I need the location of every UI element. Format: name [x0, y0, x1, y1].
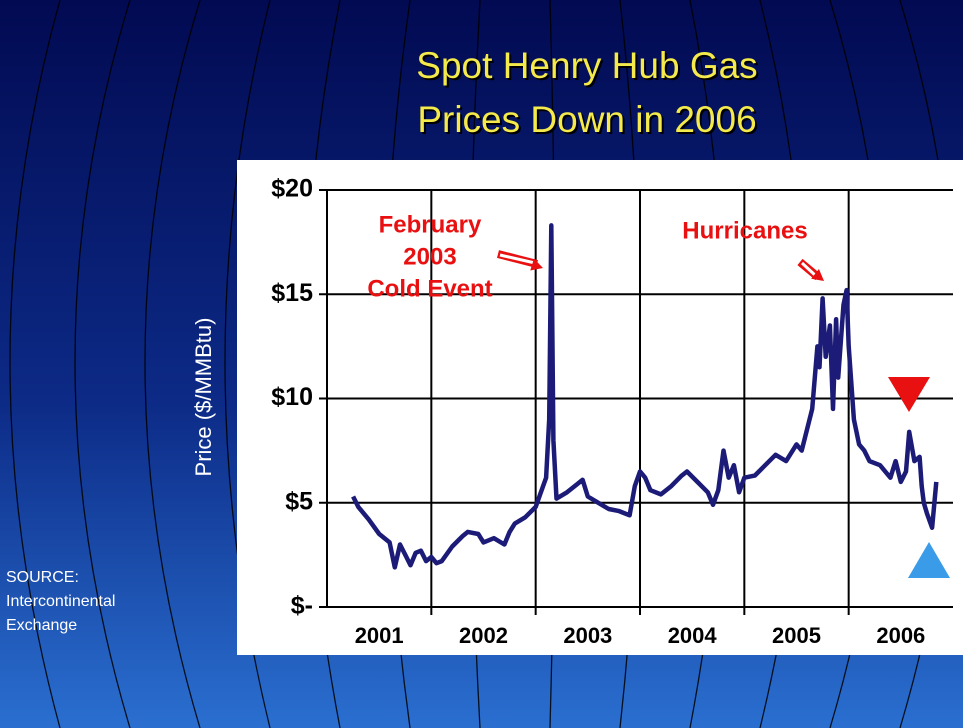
y-axis-label: Price ($/MMBtu) [191, 318, 216, 477]
chart-title-shadow: Prices Down in 2006 [419, 101, 758, 142]
annotation: February [379, 211, 482, 238]
price-line [351, 223, 939, 570]
y-tick-label: $15 [271, 279, 313, 307]
arrow-shaft [800, 261, 818, 278]
y-tick-label: $10 [271, 383, 313, 411]
source-note: Exchange [6, 617, 77, 634]
annotation: 2003 [403, 243, 456, 270]
x-tick-label: 2005 [772, 623, 821, 648]
x-tick-label: 2004 [668, 623, 718, 648]
chart-title-shadow: Spot Henry Hub Gas [418, 47, 759, 88]
x-tick-label: 2006 [876, 623, 925, 648]
x-tick-label: 2001 [355, 623, 404, 648]
source-note: SOURCE: [6, 569, 79, 586]
annotation: Hurricanes [682, 217, 807, 244]
down-marker [888, 377, 930, 412]
up-marker [908, 542, 950, 578]
x-tick-label: 2003 [563, 623, 612, 648]
arrow-head [811, 269, 824, 281]
chart-panel [237, 160, 963, 655]
arrow-head [530, 258, 543, 271]
source-note: Intercontinental [6, 593, 115, 610]
y-tick-label: $20 [271, 175, 313, 203]
arrow-shaft [499, 253, 536, 265]
y-tick-label: $- [291, 592, 313, 620]
x-tick-label: 2002 [459, 623, 508, 648]
chart-title: Spot Henry Hub Gas [416, 45, 757, 86]
y-tick-label: $5 [285, 487, 313, 515]
chart-title: Prices Down in 2006 [417, 99, 756, 140]
annotation: Cold Event [367, 275, 492, 302]
